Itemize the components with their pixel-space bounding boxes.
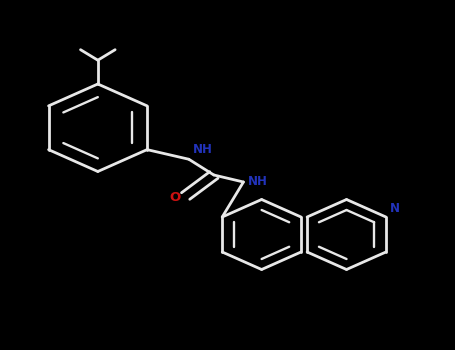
Text: N: N bbox=[389, 202, 399, 215]
Text: NH: NH bbox=[192, 143, 212, 156]
Text: O: O bbox=[170, 191, 181, 204]
Text: NH: NH bbox=[248, 175, 268, 188]
